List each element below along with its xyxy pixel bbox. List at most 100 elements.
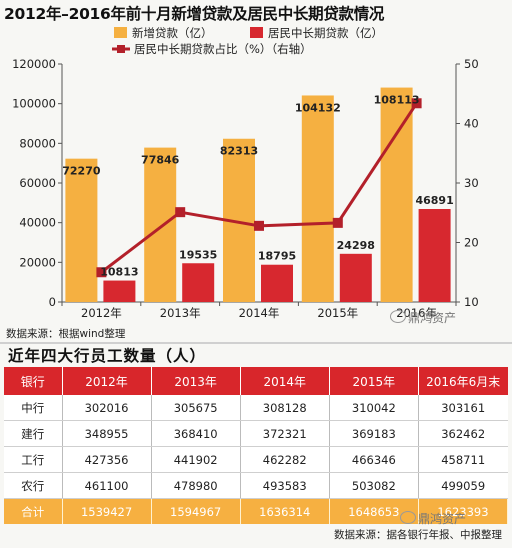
legend-swatch-ratio-marker	[117, 45, 125, 53]
watermark-bottom: 鼎鸿资产	[400, 510, 466, 527]
chart-source-note: 数据来源：根据wind整理	[6, 328, 126, 340]
data-label-resident-loans: 18795	[258, 250, 296, 263]
table-header-cell: 2015年	[329, 367, 419, 395]
table-cell: 493583	[240, 472, 330, 499]
y-left-tick-label: 100000	[12, 97, 56, 111]
table-cell: 1636314	[240, 498, 330, 524]
table-cell: 1594967	[151, 498, 241, 524]
table-cell: 合计	[4, 498, 63, 524]
staff-table: 银行 2012年 2013年 2014年 2015年 2016年6月末 中行 3…	[4, 367, 509, 524]
table-cell: 建行	[4, 420, 63, 447]
legend-label-resident-loans: 居民中长期贷款（亿）	[268, 26, 383, 40]
y-right-tick-label: 30	[464, 176, 479, 190]
data-label-new-loans: 108113	[374, 94, 420, 107]
table-header-cell: 银行	[4, 367, 63, 395]
table-cell: 308128	[240, 395, 330, 421]
y-left-tick-label: 60000	[19, 176, 56, 190]
x-tick-label: 2013年	[160, 306, 201, 320]
table-cell: 1623393	[418, 498, 509, 524]
table-cell: 农行	[4, 472, 63, 499]
table-cell: 303161	[418, 395, 508, 421]
y-right-tick-label: 10	[464, 295, 479, 309]
table-row: 农行 461100 478980 493583 503082 499059	[4, 472, 508, 499]
data-label-resident-loans: 24298	[337, 239, 375, 252]
table-cell: 427356	[62, 446, 152, 473]
bar-new-loans	[380, 87, 413, 302]
x-tick-label: 2016年	[396, 306, 437, 320]
y-right-tick-label: 40	[464, 117, 479, 131]
table-cell: 461100	[62, 472, 152, 499]
data-labels: 72270 77846 82313 104132 108113 10813 19535 187…	[62, 94, 453, 279]
chart-axes: 0 20000 40000 60000 80000 100000 120000 10 20 30 4…	[12, 57, 479, 320]
y-left-tick-label: 20000	[19, 255, 56, 269]
y-left-tick-label: 40000	[19, 216, 56, 230]
table-header-cell: 2014年	[240, 367, 330, 395]
data-label-new-loans: 104132	[295, 101, 341, 114]
table-cell: 462282	[240, 446, 330, 473]
y-right-tick-label: 50	[464, 57, 479, 71]
data-label-resident-loans: 19535	[179, 248, 217, 261]
chart-legend: 新增贷款（亿） 居民中长期贷款（亿） 居民中长期贷款占比（%）（右轴）	[112, 26, 383, 56]
data-label-resident-loans: 10813	[100, 266, 138, 279]
table-cell: 503082	[329, 472, 419, 499]
y-right-tick-label: 20	[464, 236, 479, 250]
table-cell: 1539427	[62, 498, 152, 524]
table-cell: 305675	[151, 395, 241, 421]
table-header-cell: 2016年6月末	[418, 367, 508, 395]
bar-resident-loans	[261, 264, 293, 302]
table-row: 中行 302016 305675 308128 310042 303161	[4, 395, 508, 421]
loan-chart: 新增贷款（亿） 居民中长期贷款（亿） 居民中长期贷款占比（%）（右轴） 0 20000…	[12, 26, 479, 320]
bar-resident-loans	[339, 253, 372, 302]
table-header-cell: 2012年	[62, 367, 152, 395]
table-total-row: 合计 1539427 1594967 1636314 1648653 16233…	[4, 498, 509, 524]
x-tick-label: 2012年	[81, 306, 122, 320]
table-cell: 中行	[4, 395, 63, 421]
table-source-note: 数据来源：据各银行年报、中报整理	[334, 529, 502, 541]
table-row: 工行 427356 441902 462282 466346 458711	[4, 446, 508, 473]
watermark-logo-icon	[400, 511, 416, 524]
section-divider	[0, 342, 512, 344]
ratio-marker	[332, 217, 343, 228]
table-cell: 310042	[329, 395, 419, 421]
y-left-tick-label: 0	[49, 295, 56, 309]
data-label-new-loans: 72270	[62, 165, 101, 178]
data-label-new-loans: 82313	[220, 145, 258, 158]
ratio-marker	[411, 98, 422, 109]
watermark-top: 鼎鸿资产	[390, 309, 456, 326]
table-cell: 466346	[329, 446, 419, 473]
legend-swatch-new-loans	[114, 27, 127, 38]
ratio-marker	[175, 207, 186, 218]
x-tick-label: 2014年	[239, 306, 280, 320]
table-cell: 368410	[151, 420, 241, 447]
bar-resident-loans	[418, 208, 451, 302]
table-cell: 372321	[240, 420, 330, 447]
table-cell: 458711	[418, 446, 508, 473]
ratio-line	[96, 98, 422, 278]
table-cell: 348955	[62, 420, 152, 447]
bar-new-loans	[301, 95, 334, 303]
table-title: 近年四大行员工数量（人）	[8, 347, 207, 365]
legend-label-new-loans: 新增贷款（亿）	[132, 26, 213, 40]
table-cell: 441902	[151, 446, 241, 473]
table-cell: 362462	[418, 420, 508, 447]
y-left-tick-label: 120000	[12, 57, 56, 71]
bar-resident-loans	[103, 280, 136, 302]
ratio-marker	[96, 267, 107, 278]
table-header-row: 银行 2012年 2013年 2014年 2015年 2016年6月末	[4, 367, 508, 395]
bar-new-loans	[65, 158, 98, 302]
table-cell: 478980	[151, 472, 241, 499]
data-label-resident-loans: 46891	[415, 194, 453, 207]
legend-label-ratio: 居民中长期贷款占比（%）（右轴）	[134, 42, 312, 56]
table-cell: 工行	[4, 446, 63, 473]
bar-resident-loans	[182, 263, 215, 302]
table-cell: 302016	[62, 395, 152, 421]
chart-bars	[65, 87, 451, 303]
table-cell: 369183	[329, 420, 419, 447]
watermark-logo-icon	[390, 310, 406, 323]
x-tick-label: 2015年	[317, 306, 358, 320]
ratio-marker	[254, 220, 264, 231]
y-left-tick-label: 80000	[19, 136, 56, 150]
table-header-cell: 2013年	[151, 367, 241, 395]
table-row: 建行 348955 368410 372321 369183 362462	[4, 420, 508, 447]
chart-title: 2012年–2016年前十月新增贷款及居民中长期贷款情况	[4, 5, 385, 23]
